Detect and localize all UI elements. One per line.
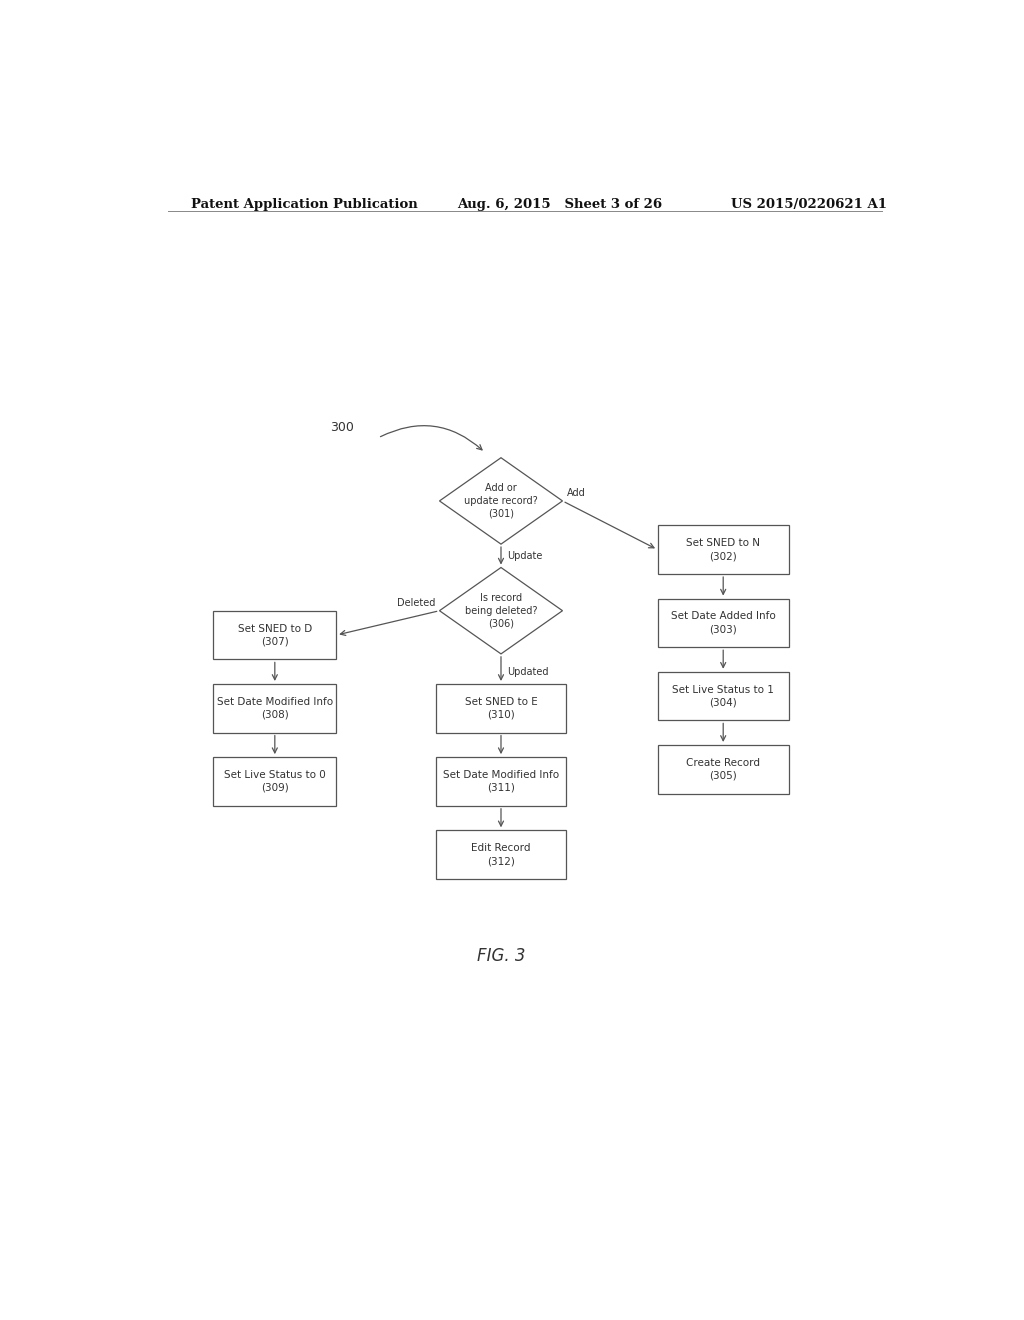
Text: Set Live Status to 1
(304): Set Live Status to 1 (304) — [673, 685, 774, 708]
FancyBboxPatch shape — [435, 758, 566, 805]
Polygon shape — [439, 568, 562, 653]
Text: Is record
being deleted?
(306): Is record being deleted? (306) — [465, 593, 538, 628]
Text: Set SNED to N
(302): Set SNED to N (302) — [686, 539, 760, 561]
Text: Create Record
(305): Create Record (305) — [686, 758, 760, 780]
FancyBboxPatch shape — [657, 598, 788, 647]
FancyBboxPatch shape — [435, 830, 566, 879]
Text: Update: Update — [507, 550, 543, 561]
FancyArrowPatch shape — [381, 425, 482, 450]
Text: 300: 300 — [331, 421, 354, 434]
Text: Set Date Modified Info
(308): Set Date Modified Info (308) — [217, 697, 333, 719]
Text: Deleted: Deleted — [397, 598, 435, 607]
FancyBboxPatch shape — [435, 684, 566, 733]
FancyBboxPatch shape — [657, 525, 788, 574]
FancyBboxPatch shape — [213, 684, 336, 733]
Text: Set Date Added Info
(303): Set Date Added Info (303) — [671, 611, 775, 635]
Text: Set SNED to E
(310): Set SNED to E (310) — [465, 697, 538, 719]
Text: Set Live Status to 0
(309): Set Live Status to 0 (309) — [224, 770, 326, 793]
Text: Add: Add — [566, 488, 585, 498]
Text: Edit Record
(312): Edit Record (312) — [471, 843, 530, 866]
Text: FIG. 3: FIG. 3 — [477, 948, 525, 965]
Text: US 2015/0220621 A1: US 2015/0220621 A1 — [731, 198, 887, 211]
Text: Set Date Modified Info
(311): Set Date Modified Info (311) — [443, 770, 559, 793]
FancyBboxPatch shape — [657, 744, 788, 793]
Text: Patent Application Publication: Patent Application Publication — [191, 198, 418, 211]
Polygon shape — [439, 458, 562, 544]
FancyBboxPatch shape — [213, 758, 336, 805]
FancyBboxPatch shape — [213, 611, 336, 660]
Text: Aug. 6, 2015   Sheet 3 of 26: Aug. 6, 2015 Sheet 3 of 26 — [458, 198, 663, 211]
FancyBboxPatch shape — [657, 672, 788, 721]
Text: Add or
update record?
(301): Add or update record? (301) — [464, 483, 538, 519]
Text: Updated: Updated — [507, 667, 549, 677]
Text: Set SNED to D
(307): Set SNED to D (307) — [238, 623, 312, 647]
